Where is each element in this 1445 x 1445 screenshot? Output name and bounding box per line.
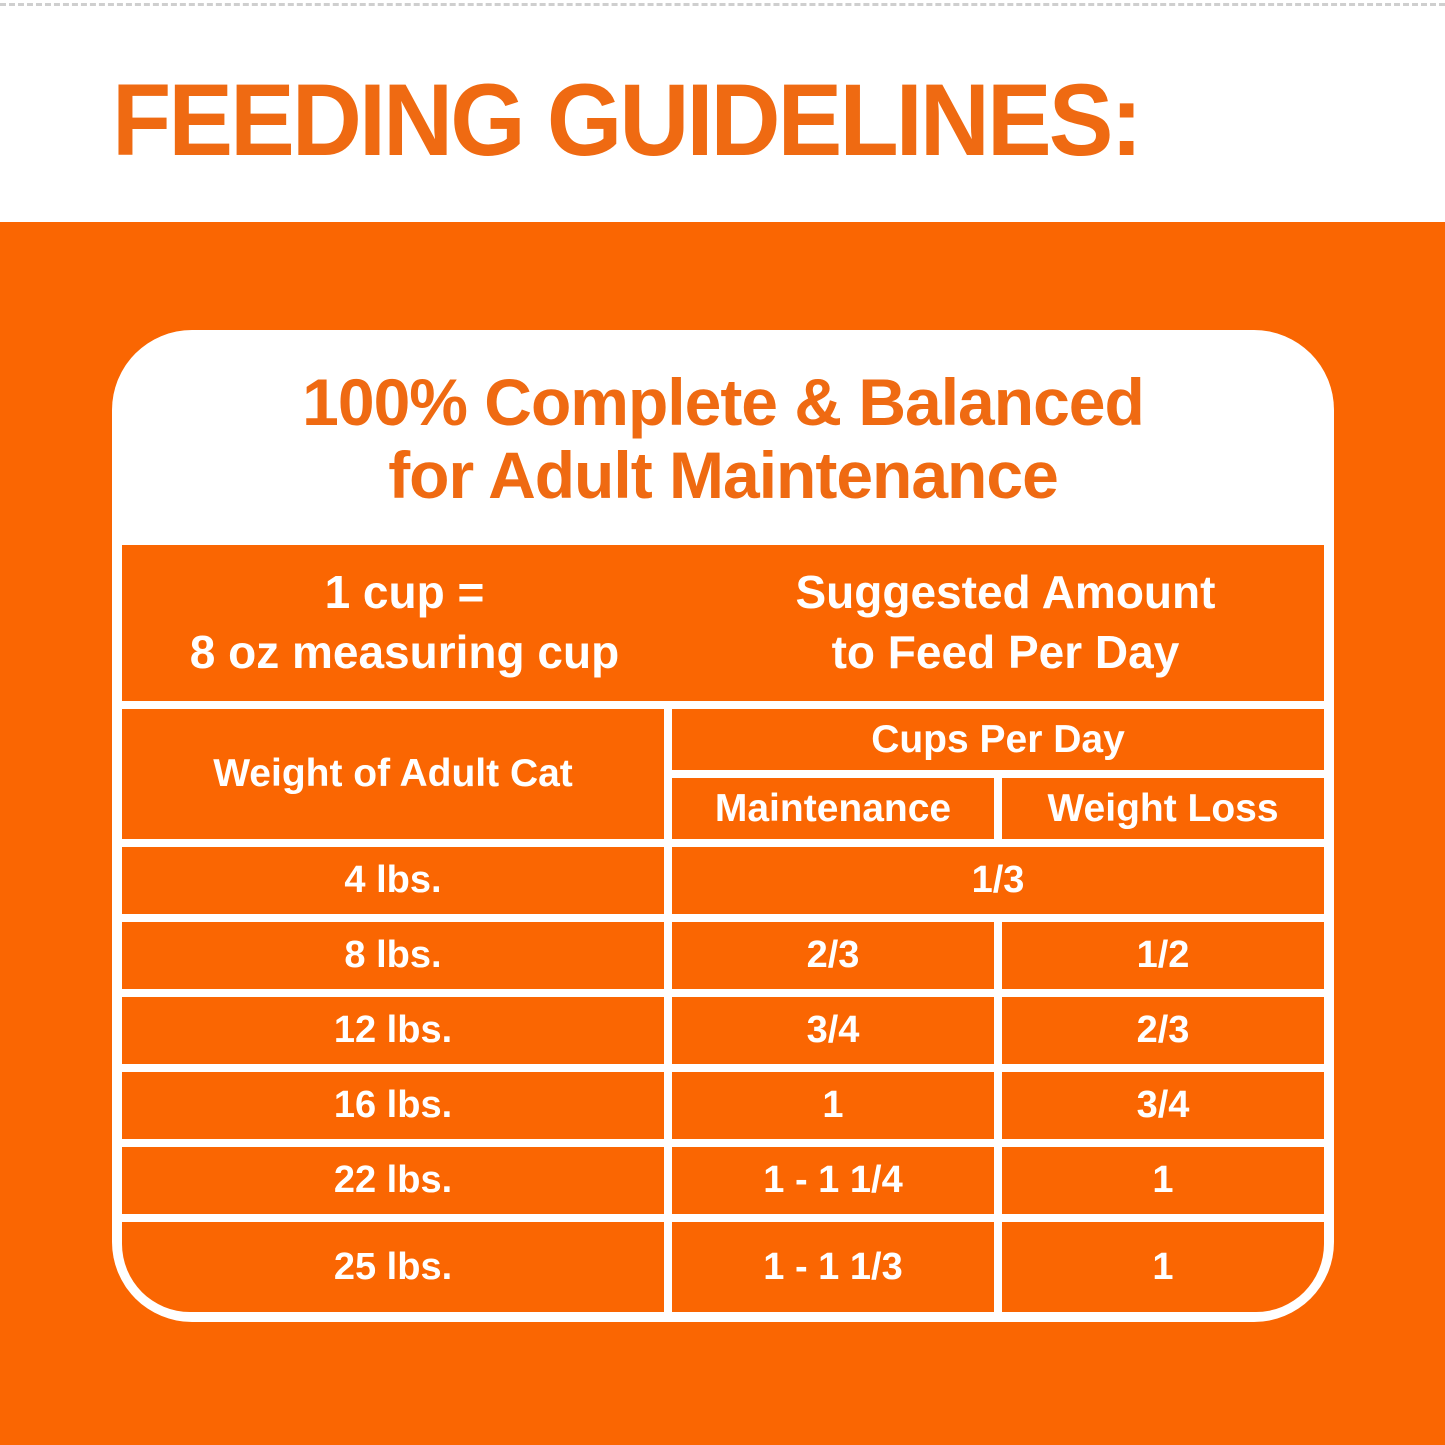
table-row: 25 lbs. 1 - 1 1/3 1: [122, 1222, 1324, 1312]
maintenance-cell: 2/3: [672, 922, 994, 989]
feeding-table: 1 cup = 8 oz measuring cup Suggested Amo…: [122, 545, 1324, 1312]
weight-cell: 8 lbs.: [122, 922, 664, 989]
table-row: 22 lbs. 1 - 1 1/4 1: [122, 1147, 1324, 1214]
weight-loss-cell: 1/2: [1002, 922, 1324, 989]
maintenance-column-header: Maintenance: [672, 778, 994, 839]
cup-note-line2: 8 oz measuring cup: [189, 626, 620, 678]
table-row: 16 lbs. 1 3/4: [122, 1072, 1324, 1139]
table-row: 12 lbs. 3/4 2/3: [122, 997, 1324, 1064]
card-title-line2: for Adult Maintenance: [388, 437, 1059, 512]
weight-cell: 22 lbs.: [122, 1147, 664, 1214]
perforation-line: [0, 3, 1445, 6]
card-title-line1: 100% Complete & Balanced: [302, 365, 1145, 439]
weight-cell: 25 lbs.: [122, 1222, 664, 1312]
weight-loss-cell: 1: [1002, 1147, 1324, 1214]
guidelines-card: 100% Complete & Balanced for Adult Maint…: [112, 330, 1334, 1322]
cups-columns-group: Cups Per Day Maintenance Weight Loss: [672, 709, 1324, 839]
card-title: 100% Complete & Balanced for Adult Maint…: [112, 366, 1334, 511]
top-white-band: FEEDING GUIDELINES:: [0, 0, 1445, 222]
merged-value-cell: 1/3: [672, 847, 1324, 914]
weight-loss-column-header: Weight Loss: [1002, 778, 1324, 839]
cups-subheaders: Maintenance Weight Loss: [672, 778, 1324, 839]
table-row: 4 lbs. 1/3: [122, 847, 1324, 914]
suggested-line2: to Feed Per Day: [831, 626, 1180, 678]
cup-note: 1 cup = 8 oz measuring cup: [122, 563, 687, 683]
weight-loss-cell: 3/4: [1002, 1072, 1324, 1139]
table-row: 8 lbs. 2/3 1/2: [122, 922, 1324, 989]
suggested-amount-note: Suggested Amount to Feed Per Day: [687, 563, 1324, 683]
weight-cell: 12 lbs.: [122, 997, 664, 1064]
maintenance-cell: 1 - 1 1/4: [672, 1147, 994, 1214]
cup-note-line1: 1 cup =: [324, 566, 485, 619]
cups-per-day-header: Cups Per Day: [672, 709, 1324, 770]
page-title: FEEDING GUIDELINES:: [112, 63, 1143, 177]
weight-loss-cell: 2/3: [1002, 997, 1324, 1064]
weight-cell: 16 lbs.: [122, 1072, 664, 1139]
maintenance-cell: 3/4: [672, 997, 994, 1064]
maintenance-cell: 1 - 1 1/3: [672, 1222, 994, 1312]
maintenance-cell: 1: [672, 1072, 994, 1139]
weight-column-header: Weight of Adult Cat: [122, 709, 664, 839]
suggested-line1: Suggested Amount: [795, 566, 1216, 619]
table-header-band: 1 cup = 8 oz measuring cup Suggested Amo…: [122, 545, 1324, 701]
column-header-row: Weight of Adult Cat Cups Per Day Mainten…: [122, 709, 1324, 839]
weight-cell: 4 lbs.: [122, 847, 664, 914]
weight-loss-cell: 1: [1002, 1222, 1324, 1312]
